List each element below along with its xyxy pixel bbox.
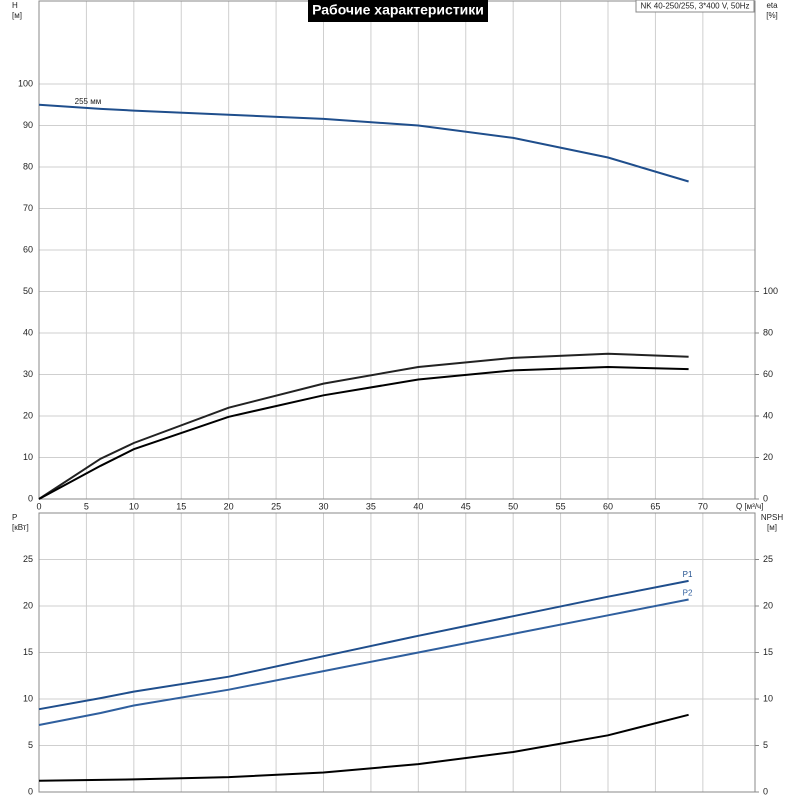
y-tick-label: 5	[28, 740, 33, 750]
x-tick-label: 70	[698, 501, 708, 511]
x-tick-label: 0	[36, 501, 41, 511]
y-axis-label: P	[12, 513, 17, 522]
y2-tick-label: 80	[763, 327, 773, 337]
y-tick-label: 80	[23, 161, 33, 171]
y-tick-label: 15	[23, 647, 33, 657]
y2-axis-label: eta	[766, 1, 778, 10]
x-tick-label: 20	[224, 501, 234, 511]
x-tick-label: 50	[508, 501, 518, 511]
series-line	[38, 352, 689, 500]
y2-tick-label: 40	[763, 410, 773, 420]
series-line	[38, 579, 689, 711]
y-tick-label: 50	[23, 286, 33, 296]
x-tick-label: 30	[318, 501, 328, 511]
y-tick-label: 40	[23, 327, 33, 337]
x-tick-label: 40	[413, 501, 423, 511]
y-tick-label: 25	[23, 554, 33, 564]
y-tick-label: 0	[28, 786, 33, 796]
x-tick-label: 25	[271, 501, 281, 511]
series-line	[38, 365, 689, 500]
y2-tick-label: 20	[763, 600, 773, 610]
series-label: P1	[683, 570, 693, 579]
y-axis-label: [кВт]	[12, 523, 29, 532]
y-axis-label: [м]	[12, 11, 22, 20]
chart-title: Рабочие характеристики	[312, 2, 484, 18]
series-line	[38, 713, 689, 782]
y2-tick-label: 20	[763, 452, 773, 462]
y2-axis-label: [%]	[766, 11, 778, 20]
y2-tick-label: 100	[763, 286, 778, 296]
y2-tick-label: 0	[763, 786, 768, 796]
series-line	[38, 103, 689, 183]
y-tick-label: 70	[23, 203, 33, 213]
x-tick-label: 35	[366, 501, 376, 511]
x-tick-label: 55	[556, 501, 566, 511]
y-tick-label: 0	[28, 493, 33, 503]
y2-axis-label: [м]	[767, 523, 777, 532]
y-tick-label: 60	[23, 244, 33, 254]
subtitle-box	[635, 0, 755, 13]
y2-tick-label: 60	[763, 369, 773, 379]
plot-frame	[38, 512, 756, 793]
y2-tick-label: 25	[763, 554, 773, 564]
y-tick-label: 100	[18, 78, 33, 88]
y-tick-label: 30	[23, 369, 33, 379]
x-tick-label: 10	[129, 501, 139, 511]
y2-tick-label: 0	[763, 493, 768, 503]
y-tick-label: 10	[23, 452, 33, 462]
x-tick-label: 45	[461, 501, 471, 511]
y2-axis-label: NPSH	[761, 513, 783, 522]
x-tick-label: 65	[650, 501, 660, 511]
chart-subtitle: NK 40-250/255, 3*400 V, 50Hz	[640, 2, 749, 11]
y2-tick-label: 5	[763, 740, 768, 750]
y-tick-label: 10	[23, 693, 33, 703]
x-tick-label: 15	[176, 501, 186, 511]
y2-tick-label: 10	[763, 693, 773, 703]
x-axis-label: Q [м³/ч]	[736, 502, 763, 511]
series-label: 255 мм	[75, 97, 102, 106]
y-tick-label: 20	[23, 410, 33, 420]
y2-tick-label: 15	[763, 647, 773, 657]
title-box	[308, 0, 488, 22]
y-tick-label: 20	[23, 600, 33, 610]
series-line	[38, 598, 689, 726]
series-label: P2	[683, 589, 693, 598]
y-axis-label: H	[12, 1, 18, 10]
y-tick-label: 90	[23, 120, 33, 130]
x-tick-label: 60	[603, 501, 613, 511]
x-tick-label: 5	[84, 501, 89, 511]
